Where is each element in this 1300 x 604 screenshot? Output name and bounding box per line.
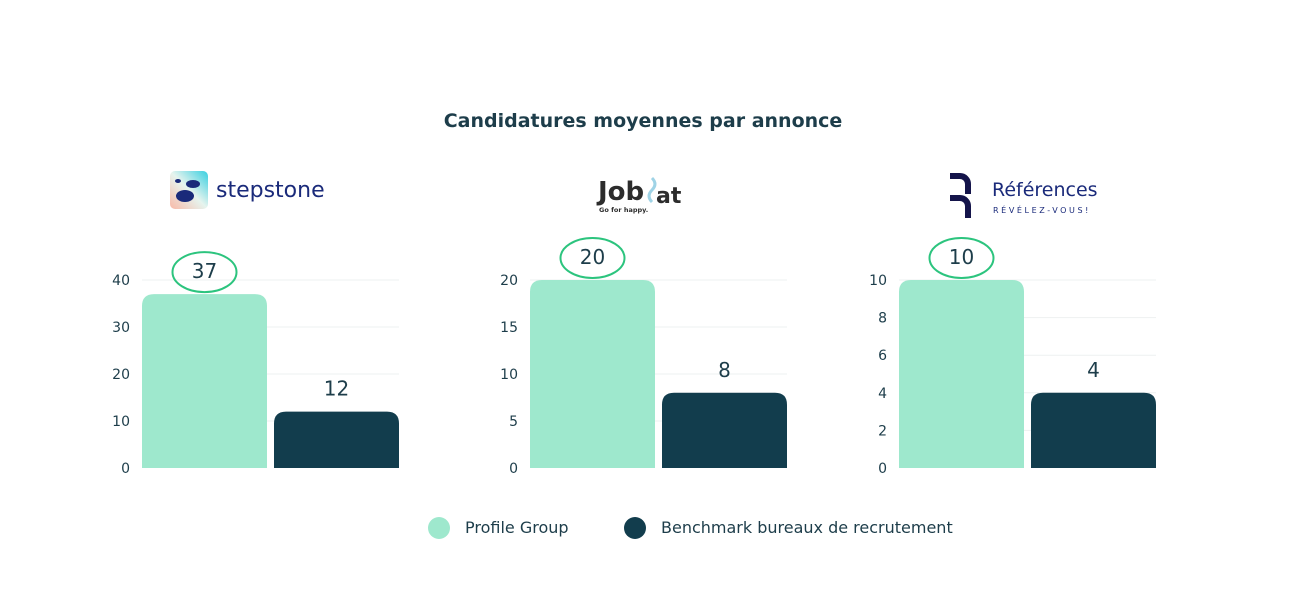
y-tick-label: 8 xyxy=(878,311,887,327)
bar-profile-group xyxy=(530,280,655,468)
y-tick-label: 10 xyxy=(500,367,518,383)
data-label: 37 xyxy=(192,259,217,283)
y-tick-label: 0 xyxy=(121,461,130,477)
data-label: 20 xyxy=(580,245,605,269)
y-tick-label: 10 xyxy=(112,414,130,430)
chart-title: Candidatures moyennes par annonce xyxy=(444,110,843,132)
highlight-circle xyxy=(928,237,995,279)
chart-panel-jobat: 0 5 10 15 20 20 8 xyxy=(500,237,787,477)
y-tick-label: 30 xyxy=(112,320,130,336)
svg-text:Job: Job xyxy=(596,177,644,207)
data-label: 10 xyxy=(949,245,974,269)
y-tick-label: 40 xyxy=(112,273,130,289)
y-tick-label: 2 xyxy=(878,423,887,439)
legend-swatch-profile-group xyxy=(428,517,450,539)
svg-text:at: at xyxy=(656,184,682,209)
bar-benchmark xyxy=(1031,392,1156,468)
bar-benchmark xyxy=(662,392,787,468)
bar-profile-group xyxy=(142,294,267,468)
data-label: 12 xyxy=(324,377,349,401)
references-tagline: RÉVÉLEZ-VOUS! xyxy=(993,204,1091,215)
stepstone-logo-text: stepstone xyxy=(216,178,325,203)
chart-panel-references: 0 2 4 6 8 10 10 4 xyxy=(869,237,1156,477)
stepstone-logo: stepstone xyxy=(170,171,325,209)
legend-swatch-benchmark xyxy=(624,517,646,539)
legend: Profile Group Benchmark bureaux de recru… xyxy=(428,517,953,539)
bar-benchmark xyxy=(274,411,399,468)
jobat-tagline: Go for happy. xyxy=(599,206,648,214)
legend-label-profile-group: Profile Group xyxy=(465,518,569,537)
references-logo-text: Références xyxy=(992,179,1098,201)
data-label: 8 xyxy=(718,358,731,382)
y-tick-label: 15 xyxy=(500,320,518,336)
jobat-logo: Job at Go for happy. xyxy=(596,176,682,214)
y-tick-label: 5 xyxy=(509,414,518,430)
y-tick-label: 6 xyxy=(878,348,887,364)
bar-profile-group xyxy=(899,280,1024,468)
y-tick-label: 20 xyxy=(500,273,518,289)
highlight-circle xyxy=(171,251,238,294)
data-label: 4 xyxy=(1087,358,1100,382)
references-logo: Références RÉVÉLEZ-VOUS! xyxy=(950,173,1098,218)
y-tick-label: 10 xyxy=(869,273,887,289)
y-tick-label: 20 xyxy=(112,367,130,383)
legend-label-benchmark: Benchmark bureaux de recrutement xyxy=(661,518,953,537)
highlight-circle xyxy=(559,237,626,279)
y-tick-label: 0 xyxy=(509,461,518,477)
y-tick-label: 0 xyxy=(878,461,887,477)
y-tick-label: 4 xyxy=(878,386,887,402)
chart-panel-stepstone: 0 10 20 30 40 37 12 xyxy=(112,251,399,477)
